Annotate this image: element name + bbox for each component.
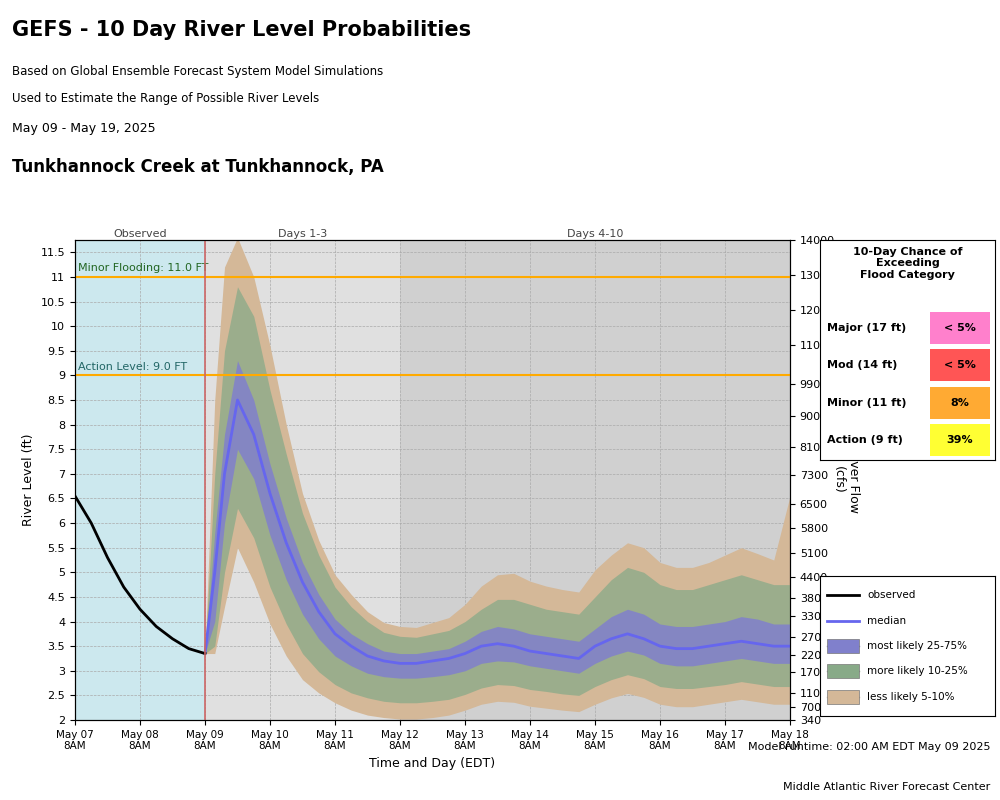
Text: less likely 5-10%: less likely 5-10% xyxy=(867,692,955,702)
FancyBboxPatch shape xyxy=(827,639,858,653)
Text: Model runtime: 02:00 AM EDT May 09 2025: Model runtime: 02:00 AM EDT May 09 2025 xyxy=(748,742,990,752)
FancyBboxPatch shape xyxy=(930,424,990,456)
X-axis label: Time and Day (EDT): Time and Day (EDT) xyxy=(369,757,496,770)
Text: more likely 10-25%: more likely 10-25% xyxy=(867,666,968,677)
FancyBboxPatch shape xyxy=(827,665,858,678)
FancyBboxPatch shape xyxy=(930,387,990,418)
Text: Days 4-10: Days 4-10 xyxy=(567,229,623,239)
Text: Observed: Observed xyxy=(113,229,167,239)
Y-axis label: River Level (ft): River Level (ft) xyxy=(22,434,35,526)
Text: Mod (14 ft): Mod (14 ft) xyxy=(827,360,897,370)
Text: Days 1-3: Days 1-3 xyxy=(278,229,327,239)
FancyBboxPatch shape xyxy=(930,312,990,344)
Text: 39%: 39% xyxy=(947,435,973,445)
Text: May 09 - May 19, 2025: May 09 - May 19, 2025 xyxy=(12,122,156,134)
Bar xyxy=(400,240,790,720)
Text: observed: observed xyxy=(867,590,916,600)
FancyBboxPatch shape xyxy=(827,690,858,704)
Text: < 5%: < 5% xyxy=(944,323,976,333)
Text: Minor Flooding: 11.0 FT: Minor Flooding: 11.0 FT xyxy=(78,263,209,274)
Y-axis label: River Flow
(cfs): River Flow (cfs) xyxy=(832,447,860,513)
Bar xyxy=(205,240,400,720)
Text: Based on Global Ensemble Forecast System Model Simulations: Based on Global Ensemble Forecast System… xyxy=(12,65,383,78)
Text: Action Level: 9.0 FT: Action Level: 9.0 FT xyxy=(78,362,187,372)
Text: Used to Estimate the Range of Possible River Levels: Used to Estimate the Range of Possible R… xyxy=(12,92,319,105)
Text: Major (17 ft): Major (17 ft) xyxy=(827,323,906,333)
Text: most likely 25-75%: most likely 25-75% xyxy=(867,641,967,651)
FancyBboxPatch shape xyxy=(930,350,990,382)
Text: Middle Atlantic River Forecast Center: Middle Atlantic River Forecast Center xyxy=(783,782,990,792)
Text: GEFS - 10 Day River Level Probabilities: GEFS - 10 Day River Level Probabilities xyxy=(12,20,471,40)
Text: Action (9 ft): Action (9 ft) xyxy=(827,435,903,445)
Text: 10-Day Chance of
Exceeding
Flood Category: 10-Day Chance of Exceeding Flood Categor… xyxy=(853,246,962,280)
Text: Minor (11 ft): Minor (11 ft) xyxy=(827,398,906,408)
Text: Tunkhannock Creek at Tunkhannock, PA: Tunkhannock Creek at Tunkhannock, PA xyxy=(12,158,384,176)
Text: median: median xyxy=(867,615,906,626)
Text: < 5%: < 5% xyxy=(944,360,976,370)
Text: 8%: 8% xyxy=(951,398,969,408)
Bar xyxy=(75,240,205,720)
